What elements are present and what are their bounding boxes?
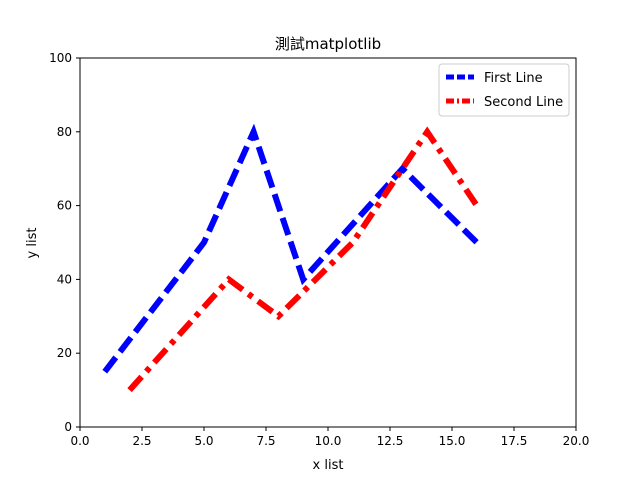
x-tick-label: 7.5 [256, 434, 275, 448]
x-tick-label: 15.0 [439, 434, 466, 448]
x-axis-ticks: 0.0 2.5 5.0 7.5 10.0 12.5 15.0 17.5 20.0 [70, 427, 589, 448]
x-tick-label: 20.0 [563, 434, 590, 448]
series-layer [102, 123, 480, 393]
legend-label-second-line: Second Line [484, 95, 563, 110]
y-tick-label: 40 [57, 272, 72, 286]
chart-title: 測試matplotlib [275, 35, 381, 53]
legend-label-first-line: First Line [484, 71, 543, 86]
y-tick-label: 20 [57, 346, 72, 360]
x-axis-label: x list [313, 458, 344, 473]
x-tick-label: 0.0 [70, 434, 89, 448]
x-tick-label: 5.0 [194, 434, 213, 448]
y-tick-label: 100 [49, 51, 72, 65]
y-tick-label: 0 [64, 420, 72, 434]
x-tick-label: 2.5 [132, 434, 151, 448]
x-tick-label: 10.0 [315, 434, 342, 448]
y-axis-label: y list [25, 228, 40, 259]
legend: First Line Second Line [438, 63, 570, 117]
y-tick-label: 60 [57, 199, 72, 213]
y-tick-label: 80 [57, 125, 72, 139]
series-line-1 [102, 123, 479, 374]
y-axis-ticks: 0 20 40 60 80 100 [49, 51, 80, 434]
x-tick-label: 12.5 [377, 434, 404, 448]
series-line-2 [127, 126, 480, 393]
x-tick-label: 17.5 [501, 434, 528, 448]
